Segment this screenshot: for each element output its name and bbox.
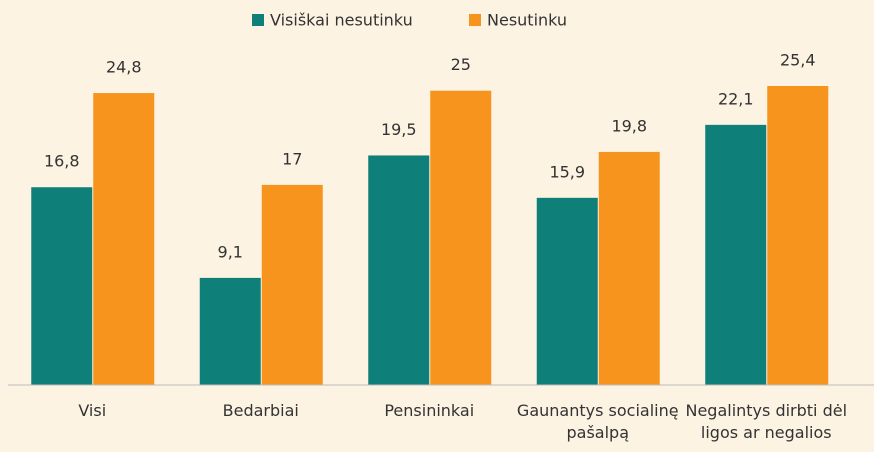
x-tick-label: Negalintys dirbti dėl ligos ar negalios xyxy=(685,401,848,442)
x-tick-label: Gaunantys socialinę pašalpą xyxy=(516,401,679,442)
bar xyxy=(368,155,430,385)
data-label: 16,8 xyxy=(44,152,80,171)
data-label: 19,8 xyxy=(611,116,647,135)
legend-swatch xyxy=(252,14,264,26)
bar xyxy=(93,93,155,386)
bar xyxy=(199,277,261,385)
legend-swatch xyxy=(469,14,481,26)
data-label: 19,5 xyxy=(381,120,417,139)
bar xyxy=(705,124,767,385)
legend-label: Visiškai nesutinku xyxy=(270,11,413,30)
bar xyxy=(598,151,660,385)
data-label: 15,9 xyxy=(549,162,585,181)
x-tick-label: Pensininkai xyxy=(384,401,475,420)
data-label: 24,8 xyxy=(106,58,142,77)
data-label: 22,1 xyxy=(718,89,754,108)
bar xyxy=(261,184,323,385)
x-tick-label: Visi xyxy=(78,401,107,420)
data-label: 9,1 xyxy=(218,242,243,261)
data-label: 17 xyxy=(282,149,302,168)
bar xyxy=(536,197,598,385)
bar xyxy=(430,90,492,385)
legend-label: Nesutinku xyxy=(487,11,567,30)
data-label: 25,4 xyxy=(780,51,816,70)
bar xyxy=(31,187,93,385)
bar xyxy=(767,86,829,385)
x-tick-label: Bedarbiai xyxy=(222,401,299,420)
data-label: 25 xyxy=(451,55,471,74)
